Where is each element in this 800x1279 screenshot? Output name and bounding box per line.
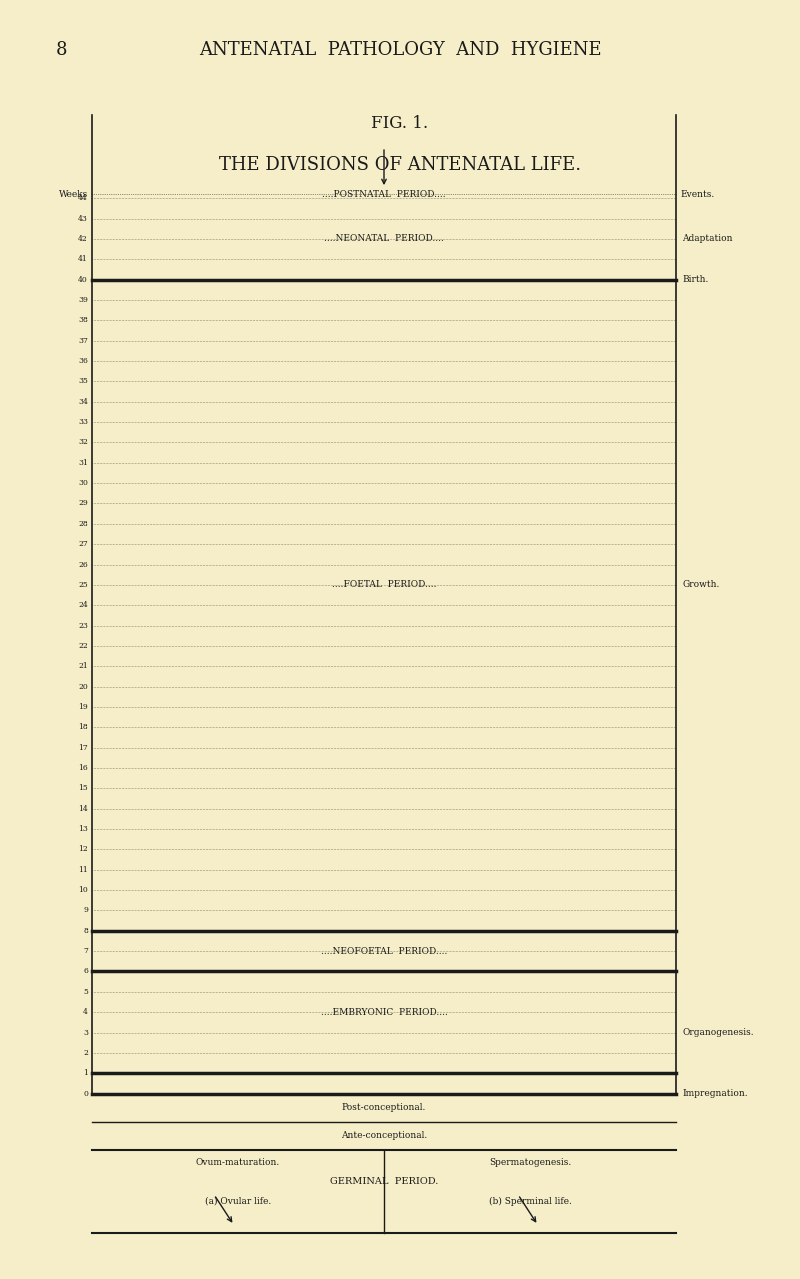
Text: 8: 8	[83, 927, 88, 935]
Text: ANTENATAL  PATHOLOGY  AND  HYGIENE: ANTENATAL PATHOLOGY AND HYGIENE	[198, 41, 602, 59]
Text: 30: 30	[78, 480, 88, 487]
Text: 0: 0	[83, 1090, 88, 1097]
Text: ....NEONATAL  PERIOD....: ....NEONATAL PERIOD....	[324, 234, 444, 243]
Text: 5: 5	[83, 987, 88, 996]
Text: Events.: Events.	[680, 189, 714, 200]
Text: 38: 38	[78, 316, 88, 325]
Text: 4: 4	[83, 1008, 88, 1016]
Text: 18: 18	[78, 724, 88, 732]
Text: 21: 21	[78, 663, 88, 670]
Text: 42: 42	[78, 235, 88, 243]
Text: 39: 39	[78, 295, 88, 304]
Text: 34: 34	[78, 398, 88, 405]
Text: 7: 7	[83, 948, 88, 955]
Text: GERMINAL  PERIOD.: GERMINAL PERIOD.	[330, 1177, 438, 1187]
Text: 17: 17	[78, 743, 88, 752]
Text: 36: 36	[78, 357, 88, 365]
Text: ....POSTNATAL  PERIOD....: ....POSTNATAL PERIOD....	[322, 189, 446, 200]
Text: 16: 16	[78, 764, 88, 773]
Text: 8: 8	[56, 41, 67, 59]
Text: Ante-conceptional.: Ante-conceptional.	[341, 1131, 427, 1141]
Text: 31: 31	[78, 459, 88, 467]
Text: FIG. 1.: FIG. 1.	[371, 115, 429, 132]
Text: 6: 6	[83, 967, 88, 976]
Text: 12: 12	[78, 845, 88, 853]
Text: Organogenesis.: Organogenesis.	[682, 1028, 754, 1037]
Text: ....FOETAL  PERIOD....: ....FOETAL PERIOD....	[332, 581, 436, 590]
Text: Post-conceptional.: Post-conceptional.	[342, 1102, 426, 1113]
Text: 44: 44	[78, 194, 88, 202]
Text: 14: 14	[78, 804, 88, 812]
Text: 32: 32	[78, 439, 88, 446]
Text: Spermatogenesis.: Spermatogenesis.	[489, 1157, 571, 1168]
Text: 33: 33	[78, 418, 88, 426]
Text: 20: 20	[78, 683, 88, 691]
Text: Ovum-maturation.: Ovum-maturation.	[196, 1157, 280, 1168]
Text: 24: 24	[78, 601, 88, 609]
Text: 25: 25	[78, 581, 88, 588]
Text: Birth.: Birth.	[682, 275, 709, 284]
Text: Weeks: Weeks	[58, 189, 88, 200]
Text: Adaptation: Adaptation	[682, 234, 733, 243]
Text: Growth.: Growth.	[682, 581, 720, 590]
Text: 29: 29	[78, 500, 88, 508]
Text: (b) Sperminal life.: (b) Sperminal life.	[489, 1196, 571, 1206]
Text: ....NEOFOETAL  PERIOD....: ....NEOFOETAL PERIOD....	[321, 946, 447, 955]
Text: 15: 15	[78, 784, 88, 792]
Text: 22: 22	[78, 642, 88, 650]
Text: 1: 1	[83, 1069, 88, 1077]
Text: 3: 3	[83, 1028, 88, 1036]
Text: 35: 35	[78, 377, 88, 385]
Text: (a) Ovular life.: (a) Ovular life.	[205, 1196, 271, 1206]
Text: ....EMBRYONIC  PERIOD....: ....EMBRYONIC PERIOD....	[321, 1008, 447, 1017]
Text: 9: 9	[83, 907, 88, 914]
Text: 37: 37	[78, 336, 88, 344]
Text: 27: 27	[78, 540, 88, 549]
Text: 19: 19	[78, 703, 88, 711]
Text: 26: 26	[78, 560, 88, 568]
Text: 23: 23	[78, 622, 88, 629]
Text: 11: 11	[78, 866, 88, 874]
Text: 41: 41	[78, 256, 88, 263]
Text: 2: 2	[83, 1049, 88, 1056]
Text: 43: 43	[78, 215, 88, 223]
Text: 28: 28	[78, 519, 88, 528]
Text: 40: 40	[78, 276, 88, 284]
Text: 13: 13	[78, 825, 88, 833]
Text: Impregnation.: Impregnation.	[682, 1088, 748, 1099]
Text: THE DIVISIONS OF ANTENATAL LIFE.: THE DIVISIONS OF ANTENATAL LIFE.	[219, 156, 581, 174]
Text: 10: 10	[78, 886, 88, 894]
